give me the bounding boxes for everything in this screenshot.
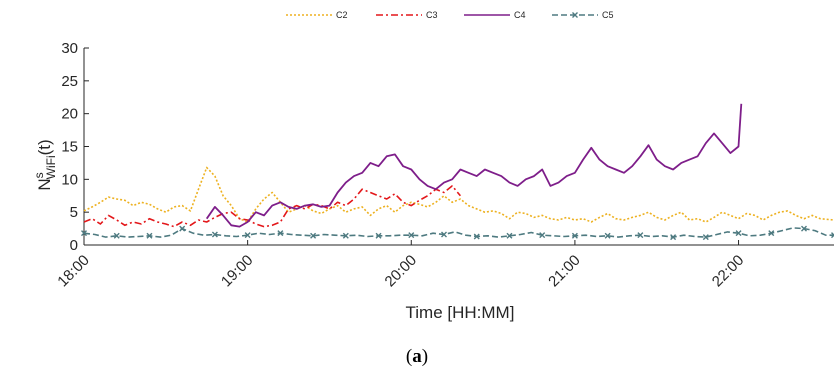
data-point-marker	[277, 230, 284, 237]
legend-marker	[572, 12, 578, 18]
y-tick-label: 10	[61, 171, 78, 188]
series-c5	[81, 225, 834, 241]
tick-labels: 0 5 10 15 20 25 30 18:00 19:00 20:00 21:00 22:00	[54, 40, 747, 290]
series-c3	[83, 185, 462, 228]
data-point-marker	[211, 231, 218, 238]
legend-label: C4	[514, 10, 526, 20]
data-point-marker	[179, 225, 186, 232]
plot-axes	[83, 47, 834, 246]
legend-entry-c5: C5	[552, 10, 614, 20]
data-point-marker	[604, 232, 611, 239]
data-point-marker	[244, 232, 251, 239]
y-tick-label: 25	[61, 73, 78, 90]
y-tick-label: 5	[70, 204, 78, 221]
series-c2	[83, 166, 834, 223]
legend-entry-c4: C4	[464, 10, 526, 20]
y-tick-label: 20	[61, 106, 78, 123]
data-point-marker	[801, 225, 807, 232]
data-point-marker	[831, 232, 834, 239]
x-axis-title: Time [HH:MM]	[406, 303, 515, 322]
data-point-marker	[735, 230, 742, 237]
legend-label: C5	[602, 10, 614, 20]
data-point-marker	[375, 232, 382, 239]
data-point-marker	[539, 232, 546, 239]
x-tick-label: 18:00	[54, 252, 93, 291]
series-c4	[205, 103, 743, 228]
y-axis-title-argument: (t)	[35, 139, 54, 155]
y-axis-title-base: N	[35, 178, 54, 190]
legend-label: C2	[336, 10, 348, 20]
y-axis-title-superscript: s	[32, 172, 46, 178]
series-line	[83, 227, 834, 238]
series-layer	[81, 103, 834, 241]
y-tick-label: 15	[61, 139, 78, 156]
subfigure-caption: (a)	[406, 346, 428, 367]
legend: C2 C3 C4 C5	[286, 10, 614, 20]
data-point-marker	[342, 232, 349, 239]
y-tick-label: 0	[70, 237, 78, 254]
data-point-marker	[146, 232, 153, 239]
data-point-marker	[768, 230, 775, 237]
y-axis-title-subscript: WiFi	[44, 155, 58, 179]
data-point-marker	[571, 232, 578, 239]
data-point-marker	[702, 234, 709, 241]
y-tick-label: 30	[61, 40, 78, 57]
data-point-marker	[113, 232, 120, 239]
data-point-marker	[310, 232, 317, 239]
subfigure-letter: a	[412, 346, 422, 367]
series-line	[205, 103, 743, 228]
x-tick-label: 21:00	[545, 252, 584, 291]
data-point-marker	[473, 233, 480, 240]
series-line	[83, 166, 834, 223]
data-point-marker	[408, 232, 415, 239]
data-point-marker	[637, 232, 644, 239]
x-tick-label: 20:00	[382, 252, 421, 291]
series-line	[83, 185, 462, 228]
data-point-marker	[670, 234, 677, 241]
legend-entry-c2: C2	[286, 10, 348, 20]
x-tick-label: 22:00	[709, 252, 748, 291]
legend-label: C3	[426, 10, 438, 20]
legend-entry-c3: C3	[376, 10, 438, 20]
x-tick-label: 19:00	[218, 252, 257, 291]
data-point-marker	[441, 231, 447, 238]
data-point-marker	[81, 230, 87, 237]
y-axis-title: NsWiFi(t)	[32, 139, 58, 190]
data-point-marker	[506, 232, 513, 239]
